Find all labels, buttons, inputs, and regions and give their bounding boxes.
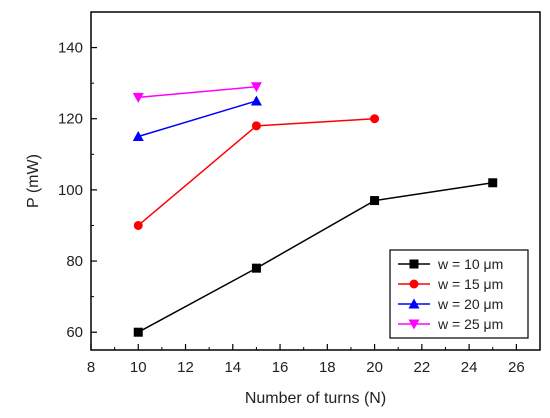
y-tick-label: 120 — [58, 111, 83, 128]
legend-marker — [409, 279, 419, 289]
x-tick-label: 14 — [224, 359, 241, 376]
legend-marker — [408, 298, 420, 309]
legend-item: w = 15 μm — [398, 276, 503, 292]
legend-marker — [409, 259, 419, 269]
series-line — [138, 100, 257, 138]
data-point — [133, 220, 143, 230]
data-point — [132, 131, 144, 142]
legend-label: w = 10 μm — [437, 256, 503, 272]
y-tick-label: 60 — [66, 324, 83, 341]
y-axis-label: P (mW) — [25, 154, 42, 208]
axis-ticks — [90, 46, 517, 350]
x-tick-label: 22 — [413, 359, 430, 376]
data-point — [488, 178, 498, 188]
legend-item: w = 10 μm — [398, 256, 503, 272]
series-layer — [132, 82, 498, 337]
series-line — [138, 85, 257, 99]
series-1 — [133, 178, 498, 337]
data-point — [251, 263, 261, 273]
legend-item: w = 20 μm — [398, 296, 503, 312]
series-line — [137, 117, 375, 227]
plot-area — [90, 11, 541, 351]
data-point — [250, 95, 262, 106]
x-tick-label: 24 — [461, 359, 478, 376]
data-point — [251, 121, 261, 131]
x-tick-label: 26 — [508, 359, 525, 376]
y-tick-label: 80 — [66, 253, 83, 270]
data-point — [250, 82, 262, 93]
y-tick-label: 140 — [58, 40, 83, 57]
legend-marker — [408, 319, 420, 330]
data-point — [370, 196, 380, 206]
data-point — [132, 92, 144, 103]
x-axis-label: Number of turns (N) — [245, 390, 386, 407]
x-tick-label: 20 — [366, 359, 383, 376]
series-4 — [132, 82, 262, 103]
series-line — [137, 182, 493, 333]
legend-label: w = 25 μm — [437, 316, 503, 332]
tick-labels: 8 10 12 14 16 18 20 22 24 26 60 80 100 120 140 — [58, 40, 525, 376]
legend-label: w = 15 μm — [437, 276, 503, 292]
x-tick-label: 18 — [319, 359, 336, 376]
y-tick-label: 100 — [58, 182, 83, 199]
data-point — [133, 327, 143, 337]
x-tick-label: 8 — [87, 359, 95, 376]
x-tick-label: 16 — [272, 359, 289, 376]
series-3 — [132, 95, 262, 142]
x-tick-label: 10 — [130, 359, 147, 376]
legend-label: w = 20 μm — [437, 296, 503, 312]
series-2 — [133, 114, 380, 230]
x-tick-label: 12 — [177, 359, 194, 376]
data-point — [370, 114, 380, 124]
legend-item: w = 25 μm — [398, 316, 503, 332]
legend: w = 10 μm w = 15 μm w = 20 μm w = 25 μm — [389, 249, 529, 339]
